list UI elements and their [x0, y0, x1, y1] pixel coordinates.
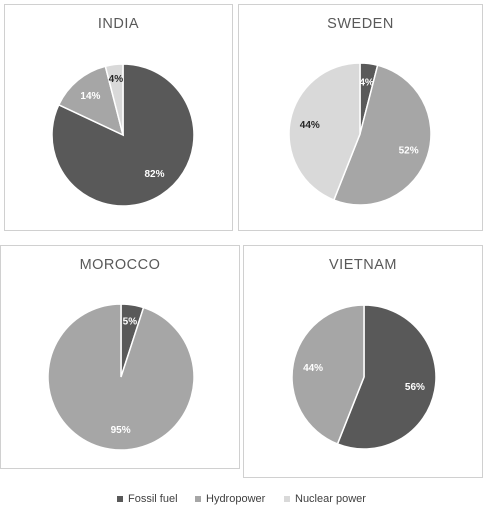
- pie-chart-vietnam: 56% 44%: [291, 304, 437, 450]
- chart-panel-vietnam: VIETNAM 56% 44%: [243, 245, 483, 478]
- pie-slice-hydropower: [332, 64, 432, 206]
- legend-label: Fossil fuel: [128, 493, 178, 505]
- legend-label: Nuclear power: [295, 493, 366, 505]
- pie-slice-hydropower: [47, 303, 195, 451]
- data-label-fossil-fuel: 82%: [144, 169, 164, 180]
- data-label-fossil-fuel: 4%: [359, 77, 374, 88]
- pie-slice-hydropower: [57, 65, 125, 137]
- data-label-hydropower: 52%: [399, 145, 419, 156]
- data-label-nuclear-power: 4%: [109, 74, 124, 85]
- pie-slice-hydropower: [291, 304, 365, 445]
- data-label-hydropower: 95%: [111, 425, 131, 436]
- pie-slice-nuclear-power: [288, 62, 361, 201]
- legend-swatch-hydro: [195, 496, 201, 502]
- legend-item-nuclear: Nuclear power: [284, 493, 366, 505]
- legend-label: Hydropower: [206, 493, 266, 505]
- data-label-fossil-fuel: 5%: [123, 316, 138, 327]
- pie-chart-sweden: 4% 52% 44%: [288, 62, 432, 206]
- data-label-hydropower: 14%: [80, 91, 100, 102]
- chart-title: VIETNAM: [329, 257, 397, 273]
- data-label-hydropower: 44%: [303, 363, 323, 374]
- legend-item-hydro: Hydropower: [195, 493, 265, 505]
- data-label-fossil-fuel: 56%: [405, 382, 425, 393]
- chart-title: SWEDEN: [327, 16, 394, 32]
- pie-chart-morocco: 5% 95%: [47, 303, 195, 451]
- chart-panel-sweden: SWEDEN 4% 52% 44%: [238, 4, 483, 231]
- legend-item-fossil: Fossil fuel: [117, 493, 178, 505]
- data-label-nuclear-power: 44%: [300, 120, 320, 131]
- legend-swatch-nuclear: [284, 496, 290, 502]
- chart-legend: Fossil fuel Hydropower Nuclear power: [0, 493, 489, 509]
- pie-slice-nuclear-power: [104, 63, 124, 136]
- pie-slice-fossil-fuel: [336, 304, 437, 450]
- chart-title: MOROCCO: [79, 257, 161, 273]
- chart-panel-india: INDIA 82% 14% 4%: [4, 4, 233, 231]
- legend-swatch-fossil: [117, 496, 123, 502]
- chart-panel-morocco: MOROCCO 5% 95%: [0, 245, 240, 469]
- chart-title: INDIA: [97, 16, 140, 32]
- pie-chart-india: 82% 14% 4%: [51, 63, 195, 207]
